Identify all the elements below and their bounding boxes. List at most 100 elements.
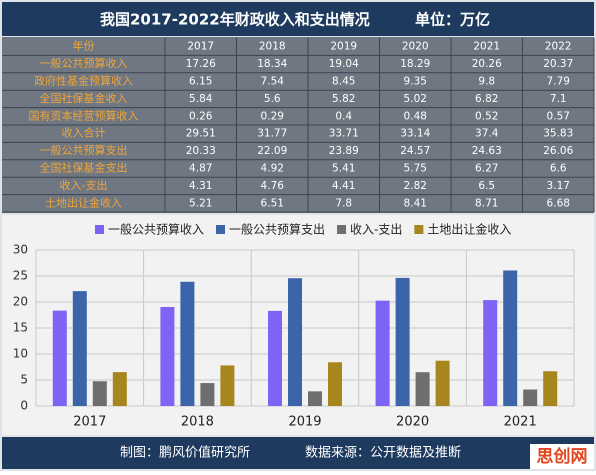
cell: 37.4 bbox=[475, 128, 499, 140]
cell: 5.82 bbox=[332, 93, 355, 105]
cell: 23.89 bbox=[329, 145, 359, 157]
row-label: 全国社保基金收入 bbox=[40, 91, 128, 105]
legend-label: 一般公共预算支出 bbox=[229, 222, 325, 237]
row-label: 一般公共预算收入 bbox=[40, 56, 128, 70]
cell: 2021 bbox=[473, 41, 500, 53]
cell: 6.5 bbox=[478, 180, 495, 192]
footer-source: 数据来源：公开数据及推断 bbox=[305, 446, 461, 461]
legend-swatch bbox=[414, 225, 424, 234]
cell: 33.71 bbox=[329, 128, 359, 140]
cell: 18.29 bbox=[400, 58, 430, 70]
cell: 5.41 bbox=[332, 163, 355, 175]
y-tick-label: 30 bbox=[13, 243, 28, 257]
bar bbox=[160, 306, 175, 406]
cell: 5.75 bbox=[404, 163, 427, 175]
title: 我国2017-2022年财政收入和支出情况 bbox=[100, 11, 370, 29]
cell: 31.77 bbox=[257, 128, 287, 140]
cell: 3.17 bbox=[547, 180, 570, 192]
cell: 35.83 bbox=[543, 128, 573, 140]
row-label: 年份 bbox=[73, 39, 95, 53]
cell: 6.27 bbox=[475, 163, 498, 175]
x-tick-label: 2017 bbox=[73, 415, 106, 430]
bar bbox=[112, 372, 127, 406]
cell: 6.15 bbox=[189, 76, 212, 88]
cell: 18.34 bbox=[257, 58, 287, 70]
bar bbox=[52, 310, 67, 406]
x-tick-label: 2021 bbox=[504, 415, 537, 430]
bar bbox=[200, 383, 215, 406]
cell: 33.14 bbox=[400, 128, 430, 140]
row-label: 土地出让金收入 bbox=[45, 195, 122, 209]
watermark: 思创网 bbox=[537, 446, 588, 467]
cell: 0.26 bbox=[189, 110, 213, 122]
cell: 7.54 bbox=[261, 76, 285, 88]
bar bbox=[415, 372, 430, 406]
footer-author: 制图：鹏风价值研究所 bbox=[120, 445, 250, 461]
legend-swatch bbox=[95, 225, 104, 234]
cell: 7.8 bbox=[335, 197, 352, 209]
chart: 0 5 10 15 20 25 30 2017 2018 2019 2020 2021 一般公共预算收入… bbox=[13, 222, 575, 430]
bar bbox=[92, 381, 107, 406]
watermark-bg bbox=[530, 444, 594, 469]
bar bbox=[503, 270, 518, 406]
cell: 7.1 bbox=[550, 93, 567, 105]
cell: 5.84 bbox=[189, 93, 213, 105]
cell: 22.09 bbox=[257, 145, 287, 157]
y-tick-label: 25 bbox=[13, 269, 28, 283]
cell: 20.33 bbox=[186, 145, 216, 157]
cell: 24.57 bbox=[400, 145, 430, 157]
cell: 0.4 bbox=[335, 110, 352, 122]
bar bbox=[268, 310, 282, 406]
cell: 8.45 bbox=[332, 76, 355, 88]
bar bbox=[483, 300, 498, 406]
bar bbox=[395, 277, 410, 406]
row-label: 一般公共预算支出 bbox=[40, 143, 128, 157]
cell: 4.92 bbox=[261, 163, 284, 175]
legend-label: 收入-支出 bbox=[350, 223, 402, 237]
cell: 5.02 bbox=[404, 93, 427, 105]
cell: 5.6 bbox=[264, 93, 281, 105]
cell: 2018 bbox=[259, 41, 286, 53]
y-tick-label: 5 bbox=[20, 373, 28, 387]
row-label: 政府性基金预算收入 bbox=[34, 74, 133, 88]
cell: 2020 bbox=[402, 41, 429, 53]
legend-label: 土地出让金收入 bbox=[427, 222, 511, 237]
cell: 6.51 bbox=[261, 197, 284, 209]
cell: 20.26 bbox=[472, 58, 502, 70]
bar bbox=[543, 371, 558, 406]
bar bbox=[308, 391, 322, 406]
cell: 6.68 bbox=[547, 197, 570, 209]
legend-swatch bbox=[337, 225, 347, 234]
legend-label: 一般公共预算收入 bbox=[108, 222, 204, 237]
cell: 7.79 bbox=[547, 76, 570, 88]
cell: 9.35 bbox=[404, 76, 427, 88]
footer-bar bbox=[2, 437, 594, 469]
cell: 5.21 bbox=[189, 197, 212, 209]
bar bbox=[220, 365, 235, 406]
cell: 6.82 bbox=[475, 93, 498, 105]
bar bbox=[180, 281, 195, 406]
cell: 2017 bbox=[187, 41, 214, 53]
cell: 19.04 bbox=[329, 58, 359, 70]
row-label: 全国社保基金支出 bbox=[40, 161, 128, 175]
cell: 8.71 bbox=[475, 197, 498, 209]
cell: 24.63 bbox=[472, 145, 502, 157]
cell: 4.31 bbox=[189, 180, 212, 192]
cell: 2.82 bbox=[404, 180, 427, 192]
cell: 4.87 bbox=[189, 163, 212, 175]
row-label: 国有资本经营预算收入 bbox=[29, 108, 139, 122]
cell: 8.41 bbox=[404, 197, 427, 209]
cell: 2022 bbox=[545, 41, 572, 53]
table: 年份 2017 2018 2019 2020 2021 2022 一般公共预算收入 17.26 1… bbox=[2, 38, 595, 213]
cell: 0.57 bbox=[547, 110, 570, 122]
y-tick-label: 0 bbox=[20, 399, 28, 413]
cell: 4.41 bbox=[332, 180, 355, 192]
bar bbox=[435, 360, 450, 406]
cell: 0.52 bbox=[475, 110, 498, 122]
cell: 20.37 bbox=[543, 58, 573, 70]
row-label: 收入合计 bbox=[62, 126, 106, 140]
cell: 0.29 bbox=[261, 110, 284, 122]
x-tick-label: 2018 bbox=[181, 415, 214, 430]
